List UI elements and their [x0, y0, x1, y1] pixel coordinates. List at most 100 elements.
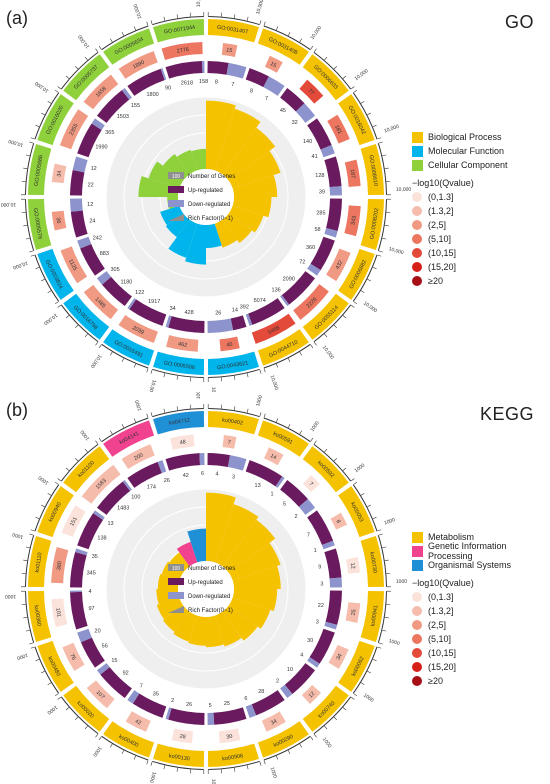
axis-tick [287, 32, 291, 36]
qvalue-label: ≥20 [428, 676, 443, 686]
axis-max-label: 1000 [383, 517, 396, 526]
up-regulated-bar [168, 316, 205, 333]
gene-count-bar [251, 313, 296, 344]
down-regulated-bar [275, 476, 285, 488]
up-count-label: 1800 [146, 92, 158, 98]
axis-ring [352, 254, 378, 302]
down-regulated-bar [263, 76, 285, 96]
qvalue-dot [412, 606, 422, 616]
up-count-label: 7 [307, 532, 310, 538]
axis-tick [372, 124, 377, 128]
down-count-label: 12 [91, 166, 97, 172]
up-count-label: 97 [88, 606, 94, 612]
qvalue-dot [412, 676, 422, 686]
down-count-label: 1 [314, 548, 317, 554]
axis-max-label: 1000 [16, 652, 29, 661]
axis-tick [54, 89, 59, 93]
down-count-label: 158 [199, 79, 208, 85]
up-count-label: 92 [123, 671, 129, 677]
gene-count-bar [118, 51, 158, 79]
axis-max-label: 10,000 [42, 312, 58, 326]
axis-tick [146, 21, 149, 26]
down-regulated-bar [77, 236, 92, 249]
gene-count-bar [327, 114, 350, 144]
up-count-label: 128 [315, 173, 324, 179]
up-count-label: 1503 [117, 114, 129, 120]
axis-tick [310, 45, 314, 50]
axis-max-label: 10,000 [255, 0, 265, 15]
axis-tick [313, 733, 317, 738]
up-count-label: 56 [102, 644, 108, 650]
axis-tick [353, 481, 358, 485]
down-count-label: 7 [265, 96, 268, 102]
down-count-label: 72 [299, 260, 305, 266]
axis-tick [313, 341, 317, 346]
qvalue-label: ≥20 [428, 276, 443, 286]
qvalue-dot [412, 276, 422, 286]
qvalue-dot [412, 592, 422, 602]
axis-tick [133, 418, 137, 423]
axis-tick [41, 670, 45, 674]
axis-tick [324, 448, 328, 453]
down-count-label: 3 [316, 620, 319, 626]
axis-max-label: 1000 [91, 745, 102, 758]
axis-tick [110, 743, 113, 748]
down-count-label: 34 [170, 306, 176, 312]
center-legend-sample-value: 100 [172, 566, 181, 572]
down-count-label: 122 [135, 290, 144, 296]
axis-tick [324, 56, 328, 61]
gene-count-label: 48 [179, 439, 186, 446]
qvalue-legend-item: (10,15] [412, 646, 550, 660]
gene-count-label: 15 [226, 47, 233, 54]
rich-factor-wedge [222, 213, 252, 243]
axis-tick [263, 21, 266, 26]
axis-tick [35, 658, 40, 662]
down-count-label: 26 [164, 478, 170, 484]
down-count-label: 4 [300, 652, 303, 658]
axis-ring [25, 199, 35, 251]
axis-tick [310, 437, 314, 442]
down-count-label: 41 [312, 154, 318, 160]
axis-tick [367, 112, 371, 116]
down-regulated-bar [227, 455, 247, 471]
rich-factor-wedge [222, 519, 276, 573]
center-legend-swatch [168, 186, 184, 193]
rich-factor-wedge [232, 565, 281, 589]
qvalue-legend-item: (10,15] [412, 246, 508, 260]
up-regulated-bar [165, 453, 201, 471]
qvalue-legend-item: (0,1.3] [412, 190, 508, 204]
axis-tick [110, 38, 113, 43]
axis-max-label: 1000 [388, 638, 401, 647]
center-legend-label: Up-regulated [188, 580, 223, 586]
rich-factor-wedge [188, 615, 206, 646]
down-regulated-bar [295, 103, 316, 123]
gene-count-label: 12 [349, 562, 356, 569]
axis-max-label: 1000 [354, 462, 367, 474]
axis-max-label: 10,000 [388, 246, 405, 256]
term-segment [103, 28, 155, 65]
axis-ring [34, 484, 60, 532]
down-count-label: 4 [88, 589, 91, 595]
axis-tick [150, 20, 153, 25]
term-segment [207, 351, 259, 375]
down-regulated-bar [329, 186, 342, 196]
panel-title: KEGG [479, 404, 534, 424]
rich-factor-wedge [187, 528, 206, 563]
gene-count-bar [125, 711, 151, 732]
qvalue-dot [412, 262, 422, 272]
up-count-label: 428 [184, 310, 193, 316]
rich-factor-wedge [176, 541, 198, 567]
down-count-label: 6 [244, 696, 247, 702]
axis-tick [384, 225, 389, 227]
rich-factor-wedge [214, 611, 242, 647]
axis-tick [367, 278, 371, 282]
gene-count-label: 5466 [267, 325, 281, 336]
axis-tick [98, 344, 102, 349]
axis-tick [25, 546, 30, 549]
axis-max-label: 10,000 [269, 374, 280, 391]
axis-tick [25, 237, 30, 240]
axis-tick [246, 765, 249, 770]
up-count-label: 10 [287, 667, 293, 673]
up-count-label: 24 [89, 219, 95, 225]
gene-count-bar [170, 434, 195, 450]
